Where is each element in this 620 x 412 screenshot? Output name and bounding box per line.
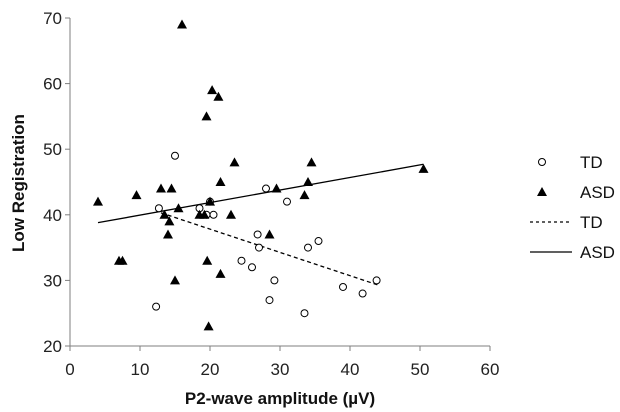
point-asd xyxy=(164,216,175,226)
tick-labels: 20 30 40 50 60 70 0 10 20 30 40 50 60 xyxy=(43,9,499,379)
point-td xyxy=(253,230,262,239)
point-td xyxy=(154,204,163,213)
series-asd xyxy=(93,19,429,331)
point-td xyxy=(300,309,309,318)
point-td xyxy=(265,296,274,305)
point-asd xyxy=(207,85,218,95)
x-tick-label: 20 xyxy=(201,360,220,379)
point-td xyxy=(372,276,381,285)
trendline-asd-solid xyxy=(97,163,424,224)
axes xyxy=(65,17,491,351)
point-asd xyxy=(299,190,310,200)
legend-label: ASD xyxy=(580,183,615,202)
y-tick-label: 60 xyxy=(43,75,62,94)
legend-item-0: TD xyxy=(538,153,603,172)
point-asd xyxy=(159,209,170,219)
x-axis-title: P2-wave amplitude (µV) xyxy=(185,389,375,408)
point-td xyxy=(270,276,279,285)
point-asd xyxy=(226,209,236,219)
y-tick-label: 70 xyxy=(43,9,62,28)
point-td xyxy=(255,243,263,252)
point-asd xyxy=(163,229,173,239)
trendline-td-dashed xyxy=(160,212,379,286)
legend-item-3: ASD xyxy=(530,243,615,262)
point-asd xyxy=(199,209,210,219)
point-asd xyxy=(202,255,213,265)
point-asd xyxy=(229,157,240,167)
point-td xyxy=(171,151,179,160)
point-asd xyxy=(170,275,180,285)
legend-label: ASD xyxy=(580,243,615,262)
point-td xyxy=(209,210,218,219)
point-td xyxy=(358,289,367,298)
legend-marker-triangle xyxy=(537,187,547,196)
point-td xyxy=(262,184,270,193)
point-asd xyxy=(271,183,282,193)
x-tick-label: 30 xyxy=(271,360,290,379)
legend: TD ASD TD ASD xyxy=(530,153,615,262)
point-asd xyxy=(156,183,166,193)
y-axis-title: Low Registration xyxy=(9,114,28,252)
legend-item-2: TD xyxy=(530,213,603,232)
x-tick-label: 40 xyxy=(341,360,360,379)
legend-marker-circle xyxy=(538,158,546,166)
point-td xyxy=(152,302,161,311)
point-asd xyxy=(264,229,275,239)
point-asd xyxy=(173,203,184,213)
point-asd xyxy=(177,19,187,29)
x-tick-label: 10 xyxy=(131,360,150,379)
trendlines xyxy=(97,163,424,286)
x-tick-label: 60 xyxy=(481,360,500,379)
x-tick-label: 50 xyxy=(411,360,430,379)
point-td xyxy=(237,256,246,265)
point-asd xyxy=(418,163,429,173)
point-asd xyxy=(166,183,177,193)
series-td xyxy=(152,151,381,318)
data-points xyxy=(93,19,429,331)
point-td xyxy=(248,263,256,272)
point-td xyxy=(339,282,347,291)
x-tick-label: 0 xyxy=(65,360,74,379)
point-td xyxy=(283,197,291,206)
y-tick-label: 40 xyxy=(43,206,62,225)
point-asd xyxy=(215,268,226,278)
y-tick-label: 30 xyxy=(43,271,62,290)
legend-label: TD xyxy=(580,153,603,172)
y-tick-label: 50 xyxy=(43,140,62,159)
point-td xyxy=(304,243,312,252)
point-asd xyxy=(215,177,226,186)
point-asd xyxy=(117,255,128,265)
point-asd xyxy=(306,157,317,167)
point-asd xyxy=(303,177,313,186)
point-asd xyxy=(205,196,215,206)
point-asd xyxy=(203,321,214,331)
y-tick-label: 20 xyxy=(43,337,62,356)
point-asd xyxy=(201,111,212,121)
point-asd xyxy=(213,91,224,101)
point-asd xyxy=(131,190,142,200)
legend-item-1: ASD xyxy=(537,183,615,202)
point-td xyxy=(314,237,323,246)
legend-label: TD xyxy=(580,213,603,232)
point-asd xyxy=(93,196,103,206)
